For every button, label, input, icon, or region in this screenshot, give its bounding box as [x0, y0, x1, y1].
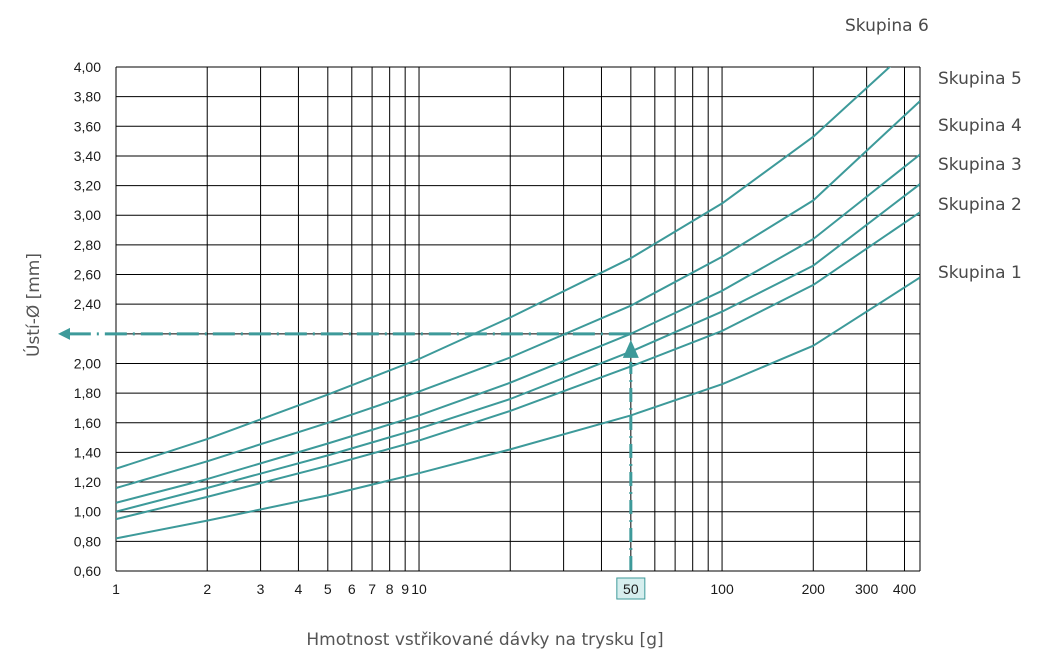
y-tick-label: 3,00	[74, 207, 101, 223]
left-arrow-head	[58, 327, 70, 340]
x-tick-label: 4	[295, 581, 303, 597]
x-tick-label: 300	[855, 581, 879, 597]
x-tick-label: 7	[368, 581, 376, 597]
y-tick-label: 2,40	[74, 296, 101, 312]
series-lines	[116, 67, 920, 540]
series-line	[116, 276, 920, 540]
y-tick-labels: 0,60 0,80 1,00 1,20 1,40 1,60 1,80 2,00 2,40 2,60…	[74, 59, 101, 579]
x-tick-label: 200	[802, 581, 826, 597]
y-tick-label: 2,00	[74, 355, 101, 371]
annotation	[58, 327, 639, 570]
x-tick-label: 2	[203, 581, 211, 597]
series-label: Skupina 1	[938, 263, 1022, 283]
series-labels: Skupina 1 Skupina 2 Skupina 3 Skupina 4 Skup…	[845, 16, 1022, 283]
y-tick-label: 3,80	[74, 89, 101, 105]
series-label: Skupina 3	[938, 155, 1022, 175]
series-line	[116, 153, 920, 504]
y-tick-label: 0,60	[74, 563, 101, 579]
y-tick-label: 3,40	[74, 148, 101, 164]
x-tick-label: 8	[386, 581, 394, 597]
y-tick-label: 1,80	[74, 385, 101, 401]
x-tick-label: 50	[623, 581, 639, 597]
x-tick-label: 100	[710, 581, 734, 597]
up-arrow-head	[622, 339, 639, 358]
series-line	[116, 211, 920, 521]
y-tick-label: 0,80	[74, 533, 101, 549]
x-tick-label: 9	[401, 581, 409, 597]
series-label: Skupina 4	[938, 116, 1022, 136]
y-tick-label: 4,00	[74, 59, 101, 75]
x-tick-labels: 1 2 3 4 5 6 7 8 9 10 50 100 200 300 400	[112, 577, 917, 600]
series-line	[116, 100, 920, 489]
x-tick-label: 6	[348, 581, 356, 597]
series-label: Skupina 5	[938, 69, 1022, 89]
y-tick-label: 2,60	[74, 267, 101, 283]
x-axis-title: Hmotnost vstřikované dávky na trysku [g]	[306, 630, 663, 650]
series-line	[116, 67, 892, 470]
series-line	[116, 183, 920, 513]
x-tick-label: 10	[411, 581, 427, 597]
series-label: Skupina 2	[938, 195, 1022, 215]
series-label: Skupina 6	[845, 16, 929, 36]
plot-background	[116, 67, 920, 571]
highlighted-x-tick-box	[616, 577, 646, 600]
x-tick-label: 3	[257, 581, 265, 597]
y-tick-label: 2,80	[74, 237, 101, 253]
y-tick-label: 1,20	[74, 474, 101, 490]
y-tick-label: 1,00	[74, 504, 101, 520]
y-tick-label: 1,60	[74, 415, 101, 431]
y-tick-label: 3,20	[74, 178, 101, 194]
x-tick-label: 400	[893, 581, 917, 597]
y-tick-label: 1,40	[74, 444, 101, 460]
x-tick-label: 5	[324, 581, 332, 597]
y-axis-title: Ústí-Ø [mm]	[22, 253, 44, 357]
x-tick-label: 1	[112, 581, 120, 597]
y-tick-label: 3,60	[74, 118, 101, 134]
